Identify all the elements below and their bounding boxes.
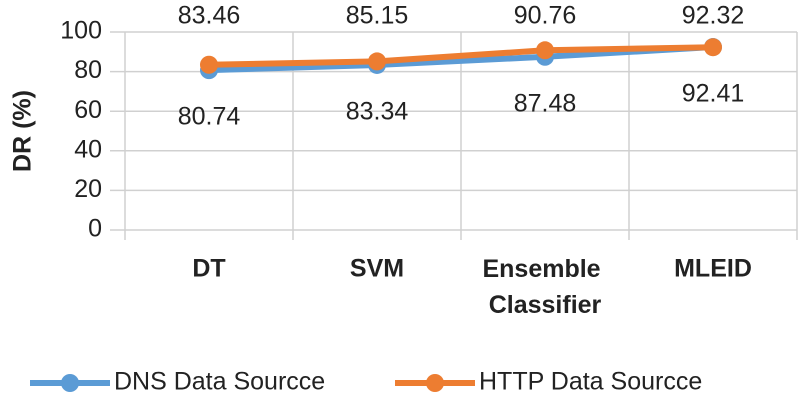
y-tick-label: 80: [74, 56, 102, 84]
y-axis-label: DR (%): [9, 90, 37, 172]
legend-label: HTTP Data Sourcce: [479, 368, 702, 396]
data-point: [368, 52, 386, 71]
data-label: 83.34: [346, 98, 409, 126]
data-label: 92.32: [682, 2, 745, 30]
data-label: 80.74: [178, 103, 241, 131]
data-label: 83.46: [178, 2, 241, 30]
legend-marker: [426, 374, 444, 392]
x-tick-label: DT: [192, 255, 225, 283]
y-tick-label: 40: [74, 135, 102, 163]
data-point: [704, 38, 722, 57]
data-label: 85.15: [346, 2, 409, 30]
y-tick-label: 20: [74, 175, 102, 203]
series-line: [208, 44, 714, 74]
data-point: [536, 41, 554, 60]
series-line: [208, 44, 714, 68]
y-tick-label: 0: [88, 215, 102, 243]
data-label: 92.41: [682, 80, 745, 108]
data-label: 90.76: [514, 2, 577, 30]
legend-item: HTTP Data Sourcce: [395, 368, 702, 396]
x-tick-label: SVM: [350, 255, 404, 283]
data-point: [200, 55, 218, 74]
data-label: 87.48: [514, 89, 577, 117]
legend-marker: [61, 374, 79, 392]
legend-label: DNS Data Sourcce: [114, 368, 325, 396]
x-tick-label: Ensemble Classifier: [482, 255, 607, 319]
legend-item: DNS Data Sourcce: [30, 368, 325, 396]
x-tick-label: MLEID: [674, 255, 752, 283]
y-tick-label: 100: [60, 17, 102, 45]
y-tick-label: 60: [74, 96, 102, 124]
